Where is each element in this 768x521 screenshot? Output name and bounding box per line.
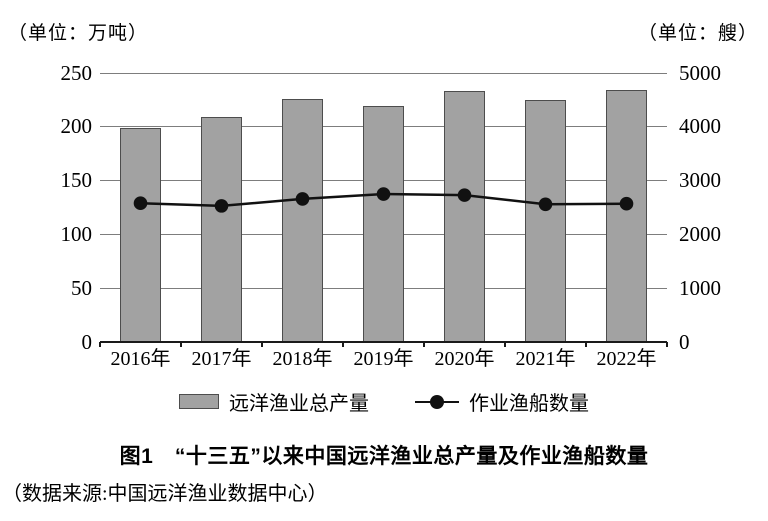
bar <box>444 91 485 342</box>
legend-line-label: 作业渔船数量 <box>469 393 589 415</box>
right-tick-label: 2000 <box>679 221 721 246</box>
x-tick-label: 2017年 <box>191 348 252 370</box>
data-source-note: （数据来源:中国远洋渔业数据中心） <box>2 483 328 505</box>
gridline <box>100 72 667 74</box>
axis-tick-mark <box>261 342 263 347</box>
right-axis-unit-label: （单位：艘） <box>637 23 758 44</box>
bar <box>606 90 647 342</box>
x-axis-line <box>100 341 667 343</box>
x-tick-label: 2022年 <box>596 348 657 370</box>
legend: 远洋渔业总产量 作业渔船数量 <box>0 387 768 416</box>
bar <box>363 106 404 342</box>
left-tick-label: 250 <box>60 60 93 85</box>
axis-tick-mark <box>423 342 425 347</box>
right-tick-label: 3000 <box>679 168 721 193</box>
legend-bar-label: 远洋渔业总产量 <box>229 393 369 415</box>
line-marker-icon <box>415 394 459 409</box>
x-tick-label: 2021年 <box>515 348 576 370</box>
legend-item-bar: 远洋渔业总产量 <box>179 387 369 416</box>
right-tick-label: 1000 <box>679 275 721 300</box>
bar-swatch-icon <box>179 394 219 409</box>
bar <box>282 98 323 342</box>
axis-tick-mark <box>666 342 668 347</box>
left-tick-label: 100 <box>60 221 93 246</box>
plot-area <box>100 72 667 343</box>
axis-tick-mark <box>342 342 344 347</box>
axis-tick-mark <box>99 342 101 347</box>
bar <box>201 117 242 342</box>
x-tick-label: 2016年 <box>110 348 171 370</box>
right-tick-label: 4000 <box>679 114 721 139</box>
bar <box>120 127 161 342</box>
x-tick-label: 2018年 <box>272 348 333 370</box>
right-tick-label: 0 <box>679 329 690 354</box>
axis-tick-mark <box>180 342 182 347</box>
right-tick-label: 5000 <box>679 60 721 85</box>
axis-tick-mark <box>504 342 506 347</box>
left-axis-unit-label: （单位：万吨） <box>8 23 149 44</box>
left-tick-label: 200 <box>60 114 93 139</box>
legend-item-line: 作业渔船数量 <box>415 387 589 416</box>
x-tick-label: 2019年 <box>353 348 414 370</box>
left-tick-label: 0 <box>81 329 93 354</box>
x-tick-label: 2020年 <box>434 348 495 370</box>
figure-caption: 图1 “十三五”以来中国远洋渔业总产量及作业渔船数量 <box>119 445 649 468</box>
axis-tick-mark <box>585 342 587 347</box>
left-tick-label: 50 <box>71 275 92 300</box>
bar <box>525 99 566 342</box>
left-tick-label: 150 <box>60 168 93 193</box>
